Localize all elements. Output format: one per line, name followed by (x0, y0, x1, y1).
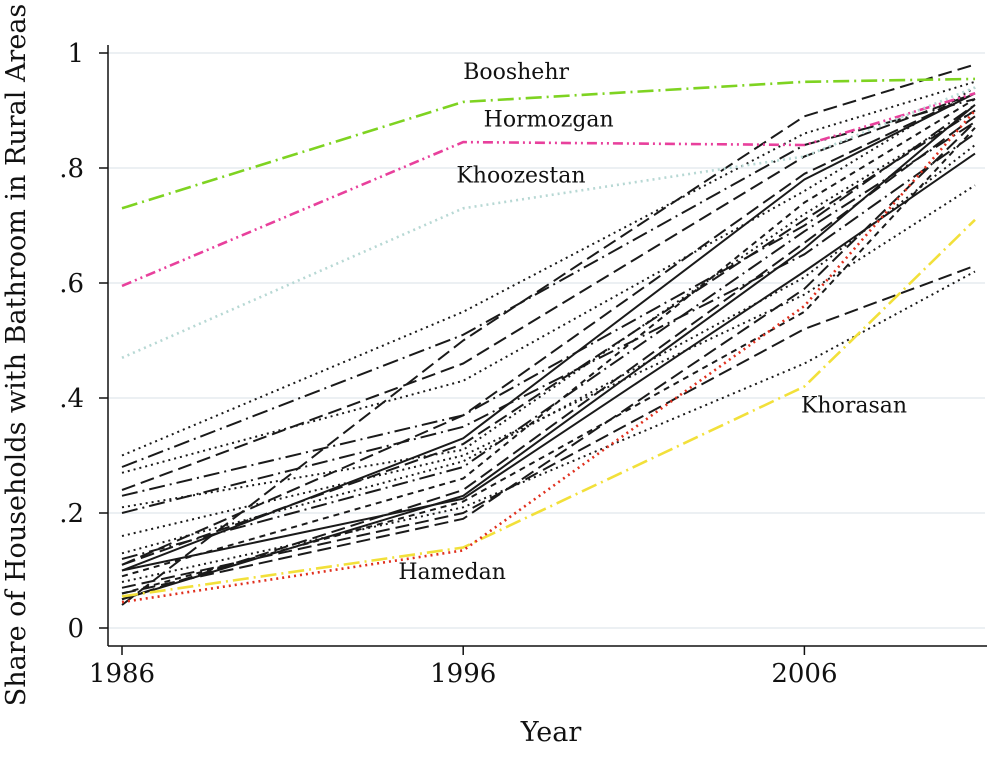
annotation-hormozgan: Hormozgan (484, 108, 614, 133)
y-tick-label: 0 (67, 614, 84, 644)
series-line (121, 92, 976, 566)
series-line (121, 184, 976, 537)
series-line-booshehr (121, 77, 976, 210)
annotation-khoozestan: Khoozestan (456, 163, 585, 188)
y-tick-label: .6 (59, 269, 84, 299)
series-line (121, 121, 976, 560)
series-line-hormozgan (121, 92, 976, 288)
annotation-booshehr: Booshehr (463, 60, 569, 85)
y-tick-label: .2 (59, 499, 84, 529)
series-annotations: Booshehr Hormozgan Khoozestan Khorasan Hamed… (398, 60, 907, 585)
background-series (121, 63, 976, 606)
series-line (121, 92, 976, 491)
series-line (121, 109, 976, 566)
x-axis-title: Year (520, 717, 582, 748)
series-line-khoozestan (121, 86, 976, 359)
series-line (121, 121, 976, 595)
series-line (121, 115, 976, 601)
x-tick-label: 1986 (89, 659, 155, 689)
series-line-hamedan (121, 109, 976, 604)
series-line-khorasan (121, 218, 976, 598)
x-axis-ticks: 1986 1996 2006 (89, 646, 837, 689)
y-tick-label: 1 (67, 39, 84, 69)
series-line (121, 127, 976, 595)
y-axis-ticks: 0 .2 .4 .6 .8 1 (59, 39, 108, 644)
highlighted-series (121, 77, 976, 604)
annotation-khorasan: Khorasan (801, 393, 907, 418)
annotation-hamedan: Hamedan (398, 560, 506, 585)
x-tick-label: 1996 (430, 659, 496, 689)
gridlines (108, 52, 985, 629)
series-line (121, 270, 976, 583)
series-line (121, 63, 976, 606)
series-line (121, 152, 976, 572)
x-tick-label: 2006 (771, 659, 837, 689)
axes (107, 45, 987, 647)
series-line (121, 132, 976, 514)
y-tick-label: .8 (59, 154, 84, 184)
series-line (121, 98, 976, 468)
series-line (121, 144, 976, 555)
series-line (121, 264, 976, 589)
y-axis-title: Share of Households with Bathroom in Rur… (1, 4, 32, 707)
y-tick-label: .4 (59, 384, 84, 414)
